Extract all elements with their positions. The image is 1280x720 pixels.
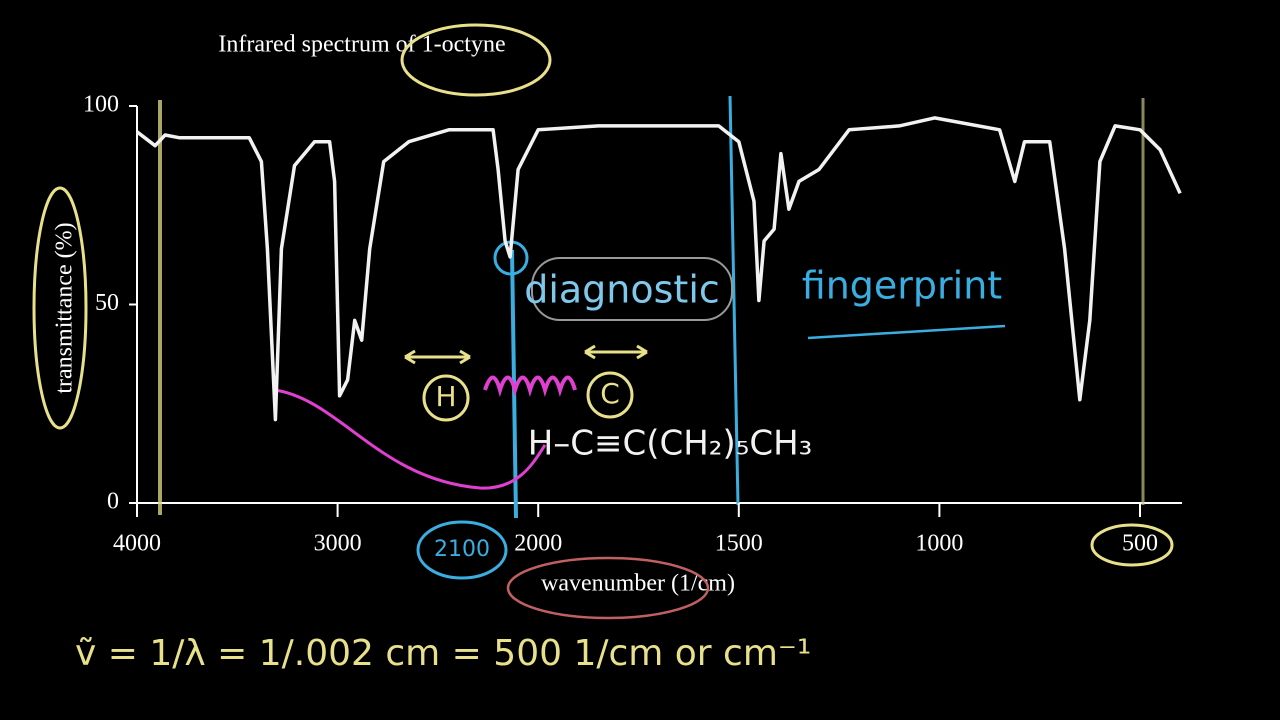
- handdrawn-circle: [586, 371, 634, 419]
- y-tick-label: 0: [107, 489, 119, 515]
- highlight: [32, 186, 88, 430]
- x-axis-label: wavenumber (1/cm): [541, 571, 735, 597]
- highlight: [531, 257, 733, 321]
- handdrawn-circle: [416, 520, 508, 580]
- y-tick-label: 50: [95, 290, 119, 316]
- x-tick-label: 2000: [514, 531, 562, 557]
- handdrawn-arrow: [404, 344, 648, 365]
- handdrawn-line: [728, 95, 740, 506]
- chart-title: Infrared spectrum of 1-octyne: [218, 32, 505, 58]
- x-tick-label: 3000: [314, 531, 362, 557]
- y-axis-label: transmittance (%): [52, 222, 78, 393]
- underline: [807, 324, 1006, 340]
- annotation: diagnostic: [524, 268, 720, 312]
- x-tick-label: 500: [1122, 531, 1158, 557]
- handdrawn-arrow: [274, 388, 547, 490]
- annotation: H: [435, 380, 456, 413]
- annotation: fingerprint: [802, 264, 1002, 308]
- highlight: [400, 23, 552, 97]
- x-tick-label: 4000: [113, 531, 161, 557]
- x-tick-label: 1500: [715, 531, 763, 557]
- y-tick-label: 100: [83, 92, 119, 118]
- spring: [483, 375, 577, 397]
- spectrum-line: [135, 116, 1182, 422]
- annotation: 2100: [434, 537, 490, 562]
- handdrawn-circle: [1090, 523, 1174, 567]
- x-tick-label: 1000: [915, 531, 963, 557]
- annotation: C: [600, 377, 620, 410]
- annotation: ṽ = 1/λ = 1/.002 cm = 500 1/cm or cm⁻¹: [75, 633, 811, 674]
- annotation: H–C≡C(CH₂)₅CH₃: [528, 424, 813, 464]
- handdrawn-circle: [422, 374, 470, 422]
- highlight: [506, 556, 710, 620]
